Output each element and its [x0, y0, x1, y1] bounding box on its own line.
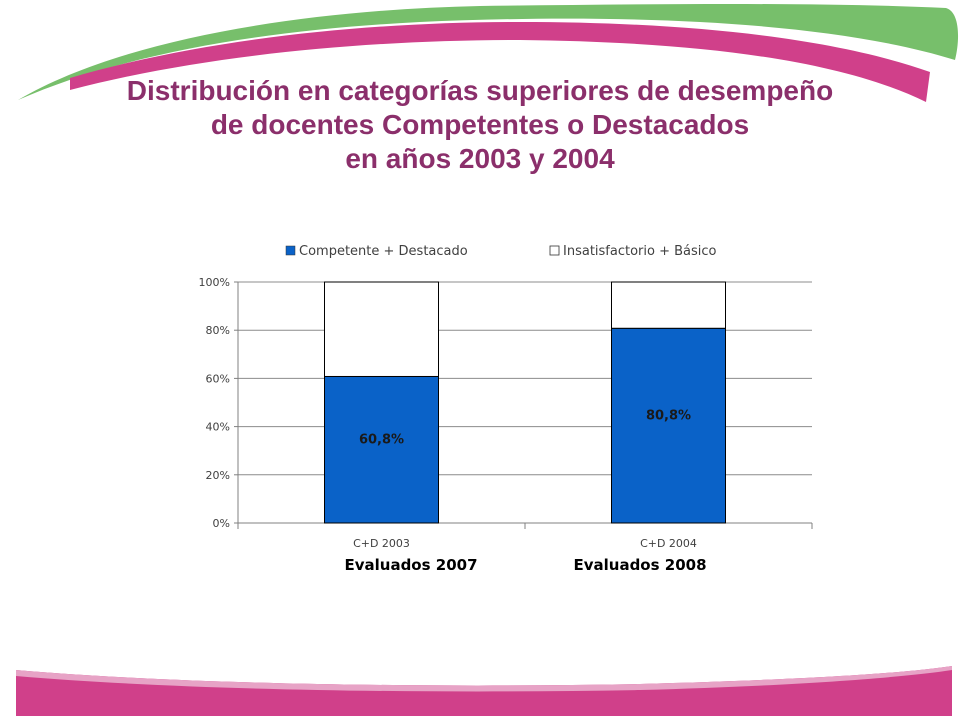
- stacked-bar-chart: Competente + Destacado Insatisfactorio +…: [199, 244, 813, 550]
- y-tick-label: 40%: [206, 421, 230, 434]
- sub-label-2008: Evaluados 2008: [573, 556, 707, 574]
- x-axis-labels: C+D 2003 C+D 2004: [237, 523, 813, 550]
- bar-insatisfactorio-basico: [324, 281, 439, 377]
- bar-competente-destacado: [611, 327, 726, 524]
- bottom-decorative-band: [16, 666, 952, 716]
- legend-swatch-insatisfactorio: [549, 245, 560, 256]
- x-category-label: C+D 2004: [640, 537, 697, 550]
- chart-title: Distribución en categorías superiores de…: [0, 74, 960, 176]
- bar-data-label: 80,8%: [646, 409, 691, 424]
- top-decorative-band: [18, 4, 959, 102]
- bar-competente-destacado: [324, 375, 439, 524]
- sub-label-2007: Evaluados 2007: [344, 556, 478, 574]
- bar-insatisfactorio-basico: [611, 281, 726, 329]
- title-line-1: Distribución en categorías superiores de…: [126, 75, 834, 106]
- y-tick-label: 80%: [206, 324, 230, 337]
- title-line-2: de docentes Competentes o Destacados: [210, 109, 750, 140]
- bars: 60,8% 80,8%: [324, 281, 726, 524]
- legend-swatch-competente: [285, 245, 296, 256]
- title-line-3: en años 2003 y 2004: [345, 143, 615, 174]
- legend-label-insatisfactorio: Insatisfactorio + Básico: [563, 244, 717, 259]
- y-tick-label: 20%: [206, 469, 230, 482]
- y-tick-label: 0%: [213, 517, 230, 530]
- y-tick-label: 100%: [199, 276, 230, 289]
- bar-data-label: 60,8%: [359, 433, 404, 448]
- legend-label-competente: Competente + Destacado: [299, 244, 468, 259]
- legend: Competente + Destacado Insatisfactorio +…: [285, 244, 717, 259]
- y-axis-ticks: 0% 20% 40% 60% 80% 100%: [199, 276, 239, 530]
- y-tick-label: 60%: [206, 372, 230, 385]
- x-category-label: C+D 2003: [353, 537, 410, 550]
